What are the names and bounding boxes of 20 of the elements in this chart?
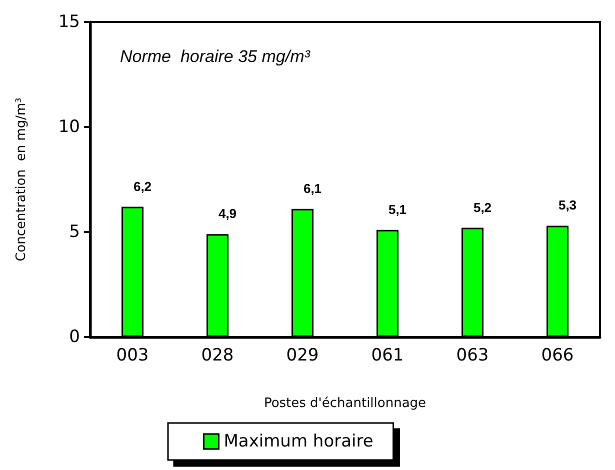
x-tick-label: 028 [201,346,234,366]
data-label: 6,2 [133,178,152,194]
data-label: 6,1 [303,180,322,196]
x-tick-label: 066 [541,346,574,366]
y-tick-label: 10 [58,117,80,137]
x-tick-label: 003 [116,346,149,366]
y-tick-label: 5 [69,222,80,242]
annotation: Norme horaire 35 mg/m³ [120,47,312,66]
data-label: 5,2 [473,200,492,215]
legend-label: Maximum horaire [224,432,374,452]
x-tick-label: 063 [456,346,489,366]
data-label: 5,1 [388,202,407,217]
x-tick-label: 061 [371,346,404,366]
y-tick-label: 0 [69,327,80,347]
data-label: 5,3 [558,198,577,213]
x-axis-title: Postes d'échantillonnage [264,396,426,411]
y-axis-title: Concentration en mg/m³ [14,98,29,262]
x-tick-label: 029 [286,346,319,366]
y-tick-label: 15 [58,12,80,32]
data-label: 4,9 [218,206,237,222]
